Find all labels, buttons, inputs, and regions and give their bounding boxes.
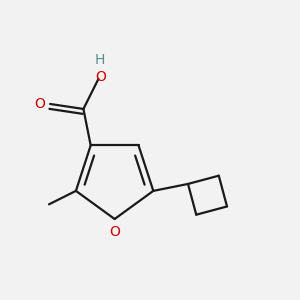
- Text: H: H: [95, 53, 105, 68]
- Text: O: O: [34, 97, 45, 111]
- Text: O: O: [95, 70, 106, 84]
- Text: O: O: [109, 225, 120, 239]
